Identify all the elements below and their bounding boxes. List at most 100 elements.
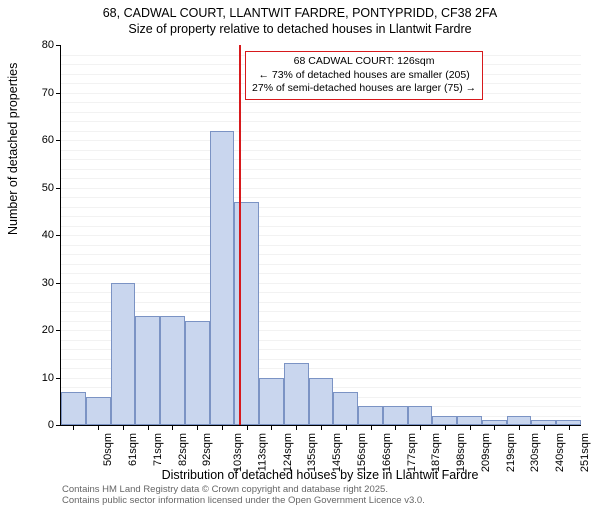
y-tick-label: 20 bbox=[42, 324, 54, 336]
histogram-bar bbox=[457, 416, 482, 426]
gridline bbox=[61, 197, 581, 198]
y-axis-label: Number of detached properties bbox=[6, 63, 20, 235]
y-tick bbox=[56, 140, 61, 141]
x-tick bbox=[371, 425, 372, 430]
y-tick-label: 30 bbox=[42, 277, 54, 289]
y-tick bbox=[56, 188, 61, 189]
gridline bbox=[61, 178, 581, 179]
x-tick-label: 135sqm bbox=[307, 433, 319, 472]
histogram-bar bbox=[333, 392, 358, 425]
y-tick-label: 40 bbox=[42, 229, 54, 241]
annotation-line: 68 CADWAL COURT: 126sqm bbox=[252, 55, 476, 69]
x-tick bbox=[123, 425, 124, 430]
y-tick-label: 0 bbox=[48, 419, 54, 431]
x-tick-label: 230sqm bbox=[529, 433, 541, 472]
gridline bbox=[61, 254, 581, 255]
gridline bbox=[61, 283, 581, 284]
gridline bbox=[61, 235, 581, 236]
x-tick bbox=[395, 425, 396, 430]
y-tick-label: 60 bbox=[42, 134, 54, 146]
annotation-box: 68 CADWAL COURT: 126sqm← 73% of detached… bbox=[245, 51, 483, 100]
y-tick bbox=[56, 93, 61, 94]
x-tick bbox=[445, 425, 446, 430]
annotation-line: ← 73% of detached houses are smaller (20… bbox=[252, 69, 476, 83]
y-tick bbox=[56, 45, 61, 46]
x-tick bbox=[321, 425, 322, 430]
gridline bbox=[61, 216, 581, 217]
histogram-bar bbox=[234, 202, 259, 425]
histogram-bar bbox=[507, 416, 532, 426]
gridline bbox=[61, 150, 581, 151]
x-tick bbox=[420, 425, 421, 430]
histogram-bar bbox=[61, 392, 86, 425]
x-tick bbox=[569, 425, 570, 430]
y-tick-label: 50 bbox=[42, 182, 54, 194]
x-tick bbox=[494, 425, 495, 430]
x-tick bbox=[544, 425, 545, 430]
axes-box: 68 CADWAL COURT: 126sqm← 73% of detached… bbox=[60, 45, 581, 426]
x-tick bbox=[519, 425, 520, 430]
histogram-bar bbox=[111, 283, 136, 426]
gridline bbox=[61, 188, 581, 189]
gridline bbox=[61, 169, 581, 170]
x-axis-label: Distribution of detached houses by size … bbox=[60, 468, 580, 482]
gridline bbox=[61, 102, 581, 103]
gridline bbox=[61, 292, 581, 293]
y-tick bbox=[56, 330, 61, 331]
histogram-bar bbox=[408, 406, 433, 425]
x-tick-label: 187sqm bbox=[430, 433, 442, 472]
x-tick-label: 50sqm bbox=[102, 433, 114, 466]
footer-attribution: Contains HM Land Registry data © Crown c… bbox=[62, 485, 425, 507]
gridline bbox=[61, 131, 581, 132]
x-tick-label: 177sqm bbox=[406, 433, 418, 472]
x-tick-label: 209sqm bbox=[480, 433, 492, 472]
histogram-bar bbox=[135, 316, 160, 425]
gridline bbox=[61, 140, 581, 141]
x-tick bbox=[271, 425, 272, 430]
annotation-line: 27% of semi-detached houses are larger (… bbox=[252, 82, 476, 96]
x-tick bbox=[172, 425, 173, 430]
gridline bbox=[61, 121, 581, 122]
y-tick-label: 70 bbox=[42, 87, 54, 99]
x-tick bbox=[470, 425, 471, 430]
x-tick-label: 240sqm bbox=[554, 433, 566, 472]
gridline bbox=[61, 264, 581, 265]
histogram-bar bbox=[160, 316, 185, 425]
plot-area: 68 CADWAL COURT: 126sqm← 73% of detached… bbox=[60, 45, 580, 425]
gridline bbox=[61, 302, 581, 303]
x-tick bbox=[247, 425, 248, 430]
histogram-bar bbox=[185, 321, 210, 426]
x-tick-label: 166sqm bbox=[381, 433, 393, 472]
gridline bbox=[61, 159, 581, 160]
gridline bbox=[61, 226, 581, 227]
title-block: 68, CADWAL COURT, LLANTWIT FARDRE, PONTY… bbox=[0, 0, 600, 37]
x-tick-label: 219sqm bbox=[505, 433, 517, 472]
x-tick bbox=[197, 425, 198, 430]
x-tick bbox=[98, 425, 99, 430]
histogram-bar bbox=[210, 131, 235, 426]
x-tick-label: 156sqm bbox=[356, 433, 368, 472]
histogram-bar bbox=[309, 378, 334, 426]
reference-line bbox=[239, 45, 241, 425]
histogram-bar bbox=[259, 378, 284, 426]
x-tick-label: 82sqm bbox=[177, 433, 189, 466]
histogram-bar bbox=[86, 397, 111, 426]
gridline bbox=[61, 273, 581, 274]
gridline bbox=[61, 245, 581, 246]
x-tick bbox=[148, 425, 149, 430]
x-tick-label: 92sqm bbox=[201, 433, 213, 466]
x-tick-label: 124sqm bbox=[282, 433, 294, 472]
y-tick bbox=[56, 378, 61, 379]
x-tick bbox=[296, 425, 297, 430]
x-tick-label: 61sqm bbox=[127, 433, 139, 466]
chart-container: 68, CADWAL COURT, LLANTWIT FARDRE, PONTY… bbox=[0, 0, 600, 500]
x-tick bbox=[73, 425, 74, 430]
x-tick-label: 113sqm bbox=[256, 433, 268, 471]
y-tick-label: 80 bbox=[42, 39, 54, 51]
x-tick-label: 145sqm bbox=[331, 433, 343, 472]
gridline bbox=[61, 207, 581, 208]
x-tick-label: 251sqm bbox=[579, 433, 591, 472]
histogram-bar bbox=[358, 406, 383, 425]
x-tick bbox=[222, 425, 223, 430]
y-tick-label: 10 bbox=[42, 372, 54, 384]
